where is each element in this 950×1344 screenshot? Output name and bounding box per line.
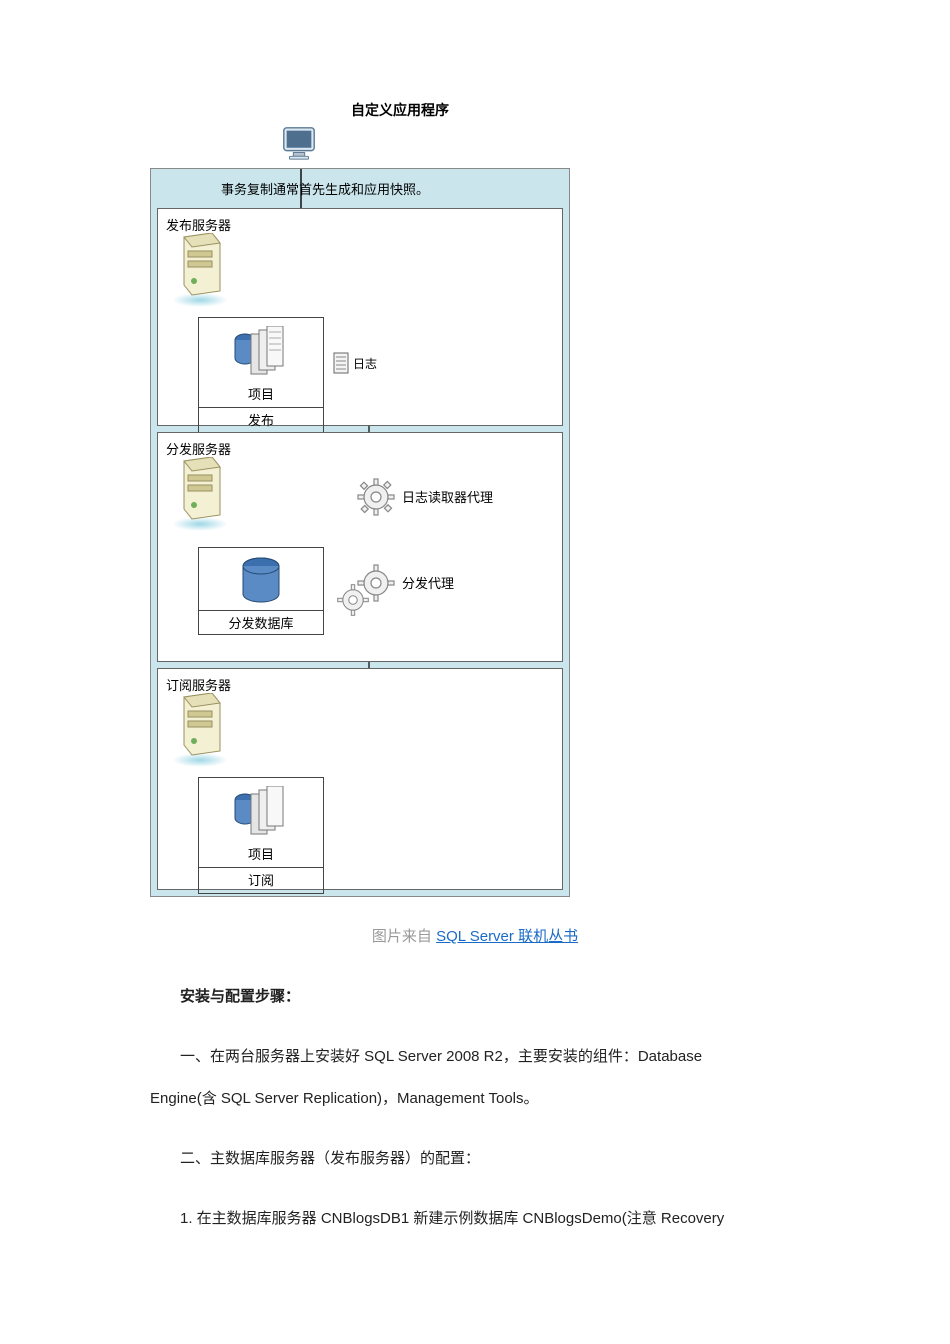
subscriber-title: 订阅服务器 [166, 675, 231, 694]
publication-footer: 发布 [199, 407, 323, 431]
publisher-section: 发布服务器 [157, 208, 563, 426]
steps-heading: 安装与配置步骤： [180, 976, 800, 1018]
gear-icon [356, 477, 396, 517]
subscription-inner: 项目 [199, 844, 323, 863]
server-icon [178, 693, 222, 757]
distribution-agent-label: 分发代理 [402, 573, 454, 592]
distribution-db-box: 分发数据库 [198, 547, 324, 635]
publication-box: 项目 发布 日志 [198, 317, 324, 434]
server-icon [178, 233, 222, 297]
caption-link[interactable]: SQL Server 联机丛书 [436, 928, 578, 945]
log-icon [333, 352, 351, 374]
db-cylinder-icon [239, 556, 283, 606]
subscriber-section: 订阅服务器 [157, 668, 563, 890]
distribution-db-label: 分发数据库 [199, 610, 323, 634]
gear-icon [356, 563, 396, 603]
app-label: 自定义应用程序 [230, 100, 570, 120]
paragraph-3: 1. 在主数据库服务器 CNBlogsDB1 新建示例数据库 CNBlogsDe… [180, 1198, 800, 1240]
article-stack-icon [231, 326, 291, 382]
diagram-panel: 事务复制通常首先生成和应用快照。 发布服务器 [150, 168, 570, 897]
log-reader-agent-label: 日志读取器代理 [402, 487, 493, 506]
publication-inner: 项目 [199, 384, 323, 403]
server-icon [178, 457, 222, 521]
subscription-footer: 订阅 [199, 867, 323, 891]
app-monitor-icon [280, 124, 318, 162]
paragraph-2: 二、主数据库服务器（发布服务器）的配置： [180, 1138, 800, 1180]
subscription-box: 项目 订阅 [198, 777, 324, 894]
distributor-section: 分发服务器 [157, 432, 563, 662]
log-label: 日志 [333, 352, 377, 374]
paragraph-1b: Engine(含 SQL Server Replication)，Managem… [150, 1078, 800, 1120]
article-stack-icon [231, 786, 291, 842]
distributor-title: 分发服务器 [166, 439, 231, 458]
caption-prefix: 图片来自 [372, 928, 436, 945]
image-caption: 图片来自 SQL Server 联机丛书 [150, 925, 800, 946]
note-text: 事务复制通常首先生成和应用快照。 [151, 169, 569, 208]
paragraph-1a: 一、在两台服务器上安装好 SQL Server 2008 R2，主要安装的组件：… [180, 1036, 800, 1078]
publisher-title: 发布服务器 [166, 215, 231, 234]
replication-diagram: 自定义应用程序 事务 [150, 100, 570, 897]
